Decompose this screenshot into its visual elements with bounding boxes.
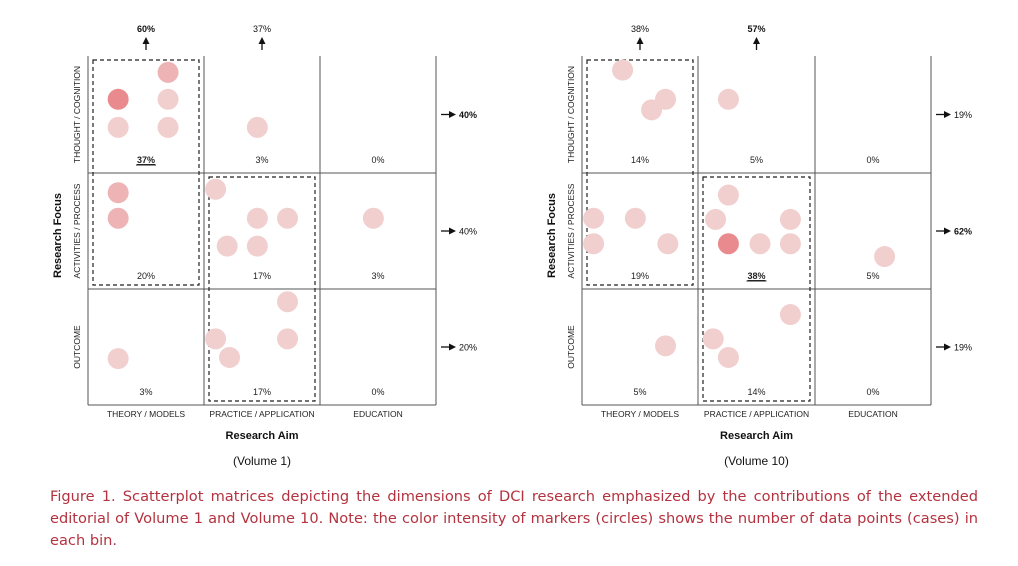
column-total-label: 37% bbox=[253, 24, 271, 34]
data-point bbox=[107, 182, 129, 204]
cell-percent-label: 5% bbox=[633, 387, 646, 397]
row-total-label: 19% bbox=[954, 110, 972, 120]
cell-percent-label: 17% bbox=[253, 387, 271, 397]
data-point bbox=[107, 207, 129, 229]
y-category-label: OUTCOME bbox=[566, 325, 576, 369]
data-point bbox=[641, 99, 663, 121]
y-axis-title: Research Focus bbox=[546, 193, 558, 278]
data-point bbox=[216, 235, 238, 257]
cell-percent-label: 0% bbox=[866, 387, 879, 397]
dashed-region bbox=[208, 176, 316, 402]
y-category-label: ACTIVITIES / PROCESS bbox=[72, 183, 82, 278]
data-point bbox=[205, 328, 227, 350]
row-total-label: 40% bbox=[459, 227, 477, 237]
x-category-label: EDUCATION bbox=[353, 409, 402, 419]
data-point bbox=[246, 207, 268, 229]
data-point bbox=[717, 233, 739, 255]
data-point bbox=[277, 328, 299, 350]
chart-subtitle: (Volume 10) bbox=[724, 454, 789, 468]
data-point bbox=[717, 346, 739, 368]
caption-text: Scatterplot matrices depicting the dimen… bbox=[50, 488, 978, 549]
data-point bbox=[246, 235, 268, 257]
data-point bbox=[205, 178, 227, 200]
column-total-label: 57% bbox=[747, 24, 765, 34]
data-point bbox=[362, 207, 384, 229]
data-point bbox=[779, 233, 801, 255]
data-point bbox=[717, 88, 739, 110]
data-point bbox=[612, 59, 634, 81]
y-category-label: ACTIVITIES / PROCESS bbox=[566, 183, 576, 278]
x-axis-title: Research Aim bbox=[226, 430, 299, 442]
data-point bbox=[107, 116, 129, 138]
cell-percent-label: 0% bbox=[866, 155, 879, 165]
data-point bbox=[107, 88, 129, 110]
data-point bbox=[749, 233, 771, 255]
cell-percent-label: 14% bbox=[747, 387, 765, 397]
cell-percent-label: 19% bbox=[631, 271, 649, 281]
x-category-label: THEORY / MODELS bbox=[601, 409, 679, 419]
y-category-label: THOUGHT / COGNITION bbox=[566, 66, 576, 163]
volume-1-matrix: 37% 3% 0% 20% 17% 3% 3% 17% 0% 60% 37% 40% 40% 20% THE… bbox=[52, 24, 477, 468]
row-total-label: 40% bbox=[459, 110, 477, 120]
data-point bbox=[657, 233, 679, 255]
dashed-region bbox=[586, 59, 694, 286]
scatterplot-matrices-figure: 37% 3% 0% 20% 17% 3% 3% 17% 0% 60% 37% 40% 40% 20% THE… bbox=[52, 24, 972, 468]
cell-percent-label: 3% bbox=[371, 271, 384, 281]
cell-percent-label: 0% bbox=[371, 155, 384, 165]
x-axis-title: Research Aim bbox=[720, 430, 793, 442]
cell-percent-label: 38% bbox=[747, 271, 765, 281]
data-point bbox=[107, 348, 129, 370]
cell-percent-label: 3% bbox=[139, 387, 152, 397]
data-point bbox=[874, 246, 896, 268]
data-point bbox=[219, 346, 241, 368]
x-category-label: THEORY / MODELS bbox=[107, 409, 185, 419]
volume-10-matrix: 14% 5% 0% 19% 38% 5% 5% 14% 0% 38% 57% 19% 62% 19% THE… bbox=[546, 24, 972, 468]
cell-percent-label: 20% bbox=[137, 271, 155, 281]
y-category-label: THOUGHT / COGNITION bbox=[72, 66, 82, 163]
data-point bbox=[702, 328, 724, 350]
column-total-label: 60% bbox=[137, 24, 155, 34]
dashed-region bbox=[92, 59, 200, 286]
caption-label: Figure 1. bbox=[50, 488, 116, 505]
cell-percent-label: 14% bbox=[631, 155, 649, 165]
data-point bbox=[655, 335, 677, 357]
cell-percent-label: 5% bbox=[866, 271, 879, 281]
data-point bbox=[277, 207, 299, 229]
row-total-label: 19% bbox=[954, 343, 972, 353]
data-point bbox=[157, 88, 179, 110]
dashed-region bbox=[702, 176, 811, 402]
x-category-label: PRACTICE / APPLICATION bbox=[209, 409, 314, 419]
cell-percent-label: 0% bbox=[371, 387, 384, 397]
cell-percent-label: 5% bbox=[750, 155, 763, 165]
x-category-label: EDUCATION bbox=[848, 409, 897, 419]
data-point bbox=[583, 233, 605, 255]
row-total-label: 20% bbox=[459, 343, 477, 353]
cell-percent-label: 3% bbox=[255, 155, 268, 165]
y-category-label: OUTCOME bbox=[72, 325, 82, 369]
cell-percent-label: 37% bbox=[137, 155, 155, 165]
data-point bbox=[779, 304, 801, 326]
data-point bbox=[246, 116, 268, 138]
row-total-label: 62% bbox=[954, 227, 972, 237]
data-point bbox=[157, 116, 179, 138]
chart-subtitle: (Volume 1) bbox=[233, 454, 291, 468]
data-point bbox=[583, 207, 605, 229]
data-point bbox=[157, 61, 179, 83]
data-point bbox=[705, 208, 727, 230]
x-category-label: PRACTICE / APPLICATION bbox=[704, 409, 809, 419]
column-total-label: 38% bbox=[631, 24, 649, 34]
cell-percent-label: 17% bbox=[253, 271, 271, 281]
data-point bbox=[624, 207, 646, 229]
data-point bbox=[779, 208, 801, 230]
figure-caption: Figure 1. Scatterplot matrices depicting… bbox=[50, 486, 978, 552]
data-point bbox=[277, 291, 299, 313]
data-point bbox=[717, 184, 739, 206]
y-axis-title: Research Focus bbox=[52, 193, 64, 278]
